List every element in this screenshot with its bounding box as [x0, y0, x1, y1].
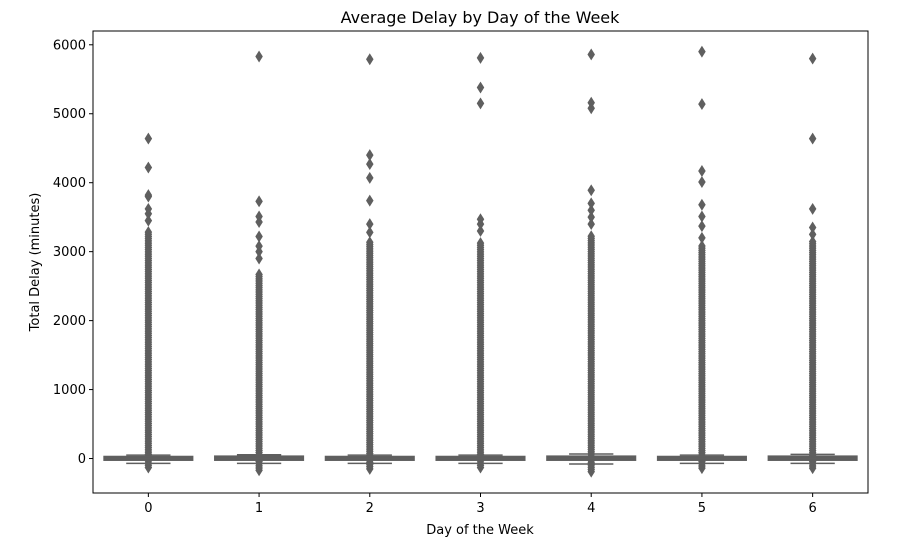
- outlier-point: [698, 220, 706, 233]
- outlier-column: [366, 236, 374, 475]
- x-tick-label: 6: [809, 501, 817, 516]
- outlier-column: [808, 235, 817, 475]
- outlier-point: [255, 268, 263, 281]
- x-axis-label: Day of the Week: [426, 523, 534, 538]
- outlier-point: [476, 81, 485, 94]
- outliers-high: [476, 51, 485, 237]
- outlier-point: [698, 45, 706, 58]
- box-group-5: [656, 45, 747, 475]
- y-axis: 0 1000 2000 3000 4000 5000 6000: [53, 38, 93, 467]
- outlier-point: [255, 252, 263, 265]
- outlier-point: [144, 214, 153, 227]
- outliers-high: [808, 52, 817, 241]
- x-tick-label: 5: [698, 501, 706, 516]
- outlier-point: [587, 218, 595, 231]
- outlier-column: [587, 230, 595, 478]
- outlier-point: [144, 202, 153, 215]
- outlier-point: [587, 197, 595, 210]
- outlier-point: [144, 189, 153, 202]
- y-tick-label: 2000: [53, 314, 86, 329]
- chart-title: Average Delay by Day of the Week: [341, 8, 621, 27]
- y-tick-label: 3000: [53, 245, 86, 260]
- y-axis-label: Total Delay (minutes): [28, 193, 43, 333]
- outliers-high: [144, 132, 153, 227]
- outlier-point: [587, 96, 595, 109]
- outlier-point: [698, 98, 706, 111]
- outlier-point: [366, 218, 374, 231]
- outlier-point: [698, 176, 706, 188]
- outlier-point: [698, 210, 706, 223]
- x-axis: 0 1 2 3 4 5 6: [144, 493, 817, 516]
- outlier-point: [476, 213, 485, 226]
- outlier-point: [587, 211, 595, 224]
- outlier-point: [366, 226, 374, 239]
- outlier-point: [808, 202, 817, 215]
- outlier-column: [698, 240, 706, 475]
- outliers-high: [366, 53, 374, 239]
- y-tick-label: 0: [78, 452, 86, 467]
- outlier-point: [476, 97, 485, 110]
- y-tick-label: 5000: [53, 107, 86, 122]
- plot-area: [103, 45, 858, 478]
- outlier-point: [366, 53, 374, 66]
- outlier-point: [587, 184, 595, 197]
- y-tick-label: 6000: [53, 38, 86, 53]
- outlier-column: [476, 237, 485, 474]
- outlier-column: [255, 268, 263, 477]
- outlier-point: [476, 225, 485, 237]
- outlier-point: [587, 48, 595, 61]
- outlier-point: [255, 230, 263, 243]
- outlier-point: [808, 52, 817, 65]
- outlier-point: [366, 194, 374, 207]
- box-group-4: [546, 48, 637, 478]
- outlier-point: [366, 158, 374, 171]
- box-group-2: [324, 53, 415, 475]
- outliers-high: [255, 50, 263, 265]
- box-group-1: [214, 50, 305, 477]
- outlier-point: [255, 210, 263, 223]
- outlier-point: [698, 240, 706, 252]
- outlier-point: [698, 231, 706, 244]
- x-tick-label: 1: [255, 501, 263, 516]
- outlier-point: [366, 149, 374, 162]
- x-tick-label: 2: [366, 501, 374, 516]
- outlier-point: [587, 230, 595, 243]
- outlier-point: [808, 132, 817, 145]
- outliers-high: [587, 48, 595, 231]
- outlier-point: [808, 235, 817, 248]
- outlier-point: [698, 198, 706, 211]
- y-tick-label: 4000: [53, 176, 86, 191]
- box-group-6: [767, 52, 858, 475]
- outliers-high: [698, 45, 706, 244]
- outlier-point: [476, 51, 485, 64]
- outlier-point: [587, 204, 595, 217]
- box-group-0: [103, 132, 194, 474]
- box-group-3: [435, 51, 526, 474]
- outlier-point: [255, 50, 263, 63]
- outlier-point: [476, 237, 485, 250]
- outlier-point: [144, 132, 153, 145]
- x-tick-label: 0: [144, 501, 152, 516]
- y-tick-label: 1000: [53, 383, 86, 398]
- outlier-point: [808, 221, 817, 234]
- outlier-column: [144, 226, 153, 474]
- x-tick-label: 4: [587, 501, 595, 516]
- outlier-point: [808, 228, 817, 241]
- outlier-point: [144, 161, 153, 174]
- outlier-point: [366, 236, 374, 249]
- x-tick-label: 3: [476, 501, 484, 516]
- outlier-point: [698, 165, 706, 177]
- outlier-point: [144, 226, 153, 239]
- outlier-point: [255, 240, 263, 253]
- outlier-point: [366, 171, 374, 184]
- outlier-point: [255, 195, 263, 208]
